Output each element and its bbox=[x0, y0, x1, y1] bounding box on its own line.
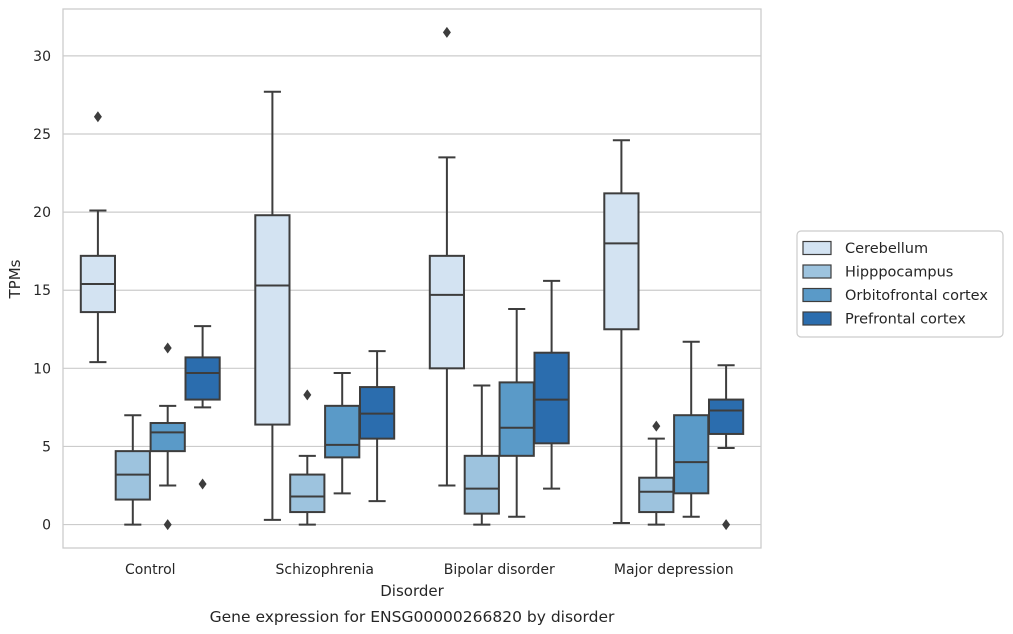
x-tick-label: Bipolar disorder bbox=[444, 562, 555, 578]
box-hipppocampus-1 bbox=[289, 389, 326, 526]
box-cerebellum-3 bbox=[603, 139, 640, 525]
box-body bbox=[324, 404, 361, 459]
box-hipppocampus-3 bbox=[638, 420, 675, 526]
box-cerebellum-0 bbox=[79, 111, 117, 364]
legend-label: Orbitofrontal cortex bbox=[845, 288, 988, 304]
legend-label: Cerebellum bbox=[845, 241, 928, 257]
x-tick-label: Schizophrenia bbox=[276, 562, 374, 578]
box-body bbox=[289, 473, 326, 514]
box-body bbox=[498, 381, 535, 457]
box-orbitofrontal-cortex-2 bbox=[498, 307, 535, 518]
legend-swatch bbox=[802, 311, 832, 326]
outlier-point bbox=[303, 389, 312, 401]
plot-area bbox=[63, 9, 761, 548]
boxes bbox=[79, 26, 745, 531]
box-prefrontal-cortex-1 bbox=[358, 350, 396, 503]
box-body bbox=[184, 356, 221, 401]
box-prefrontal-cortex-0 bbox=[184, 325, 221, 490]
y-tick-label: 30 bbox=[33, 49, 51, 65]
legend-swatch bbox=[802, 287, 832, 303]
outlier-point bbox=[198, 478, 207, 490]
outlier-point bbox=[722, 519, 731, 531]
x-tick-labels: Control Schizophrenia Bipolar disorder Majo… bbox=[125, 562, 734, 578]
y-tick-label: 0 bbox=[42, 518, 51, 534]
outlier-point bbox=[652, 420, 661, 432]
legend-swatch bbox=[802, 264, 832, 279]
legend-label: Hipppocampus bbox=[845, 265, 953, 281]
y-tick-label: 25 bbox=[33, 127, 51, 143]
box-prefrontal-cortex-2 bbox=[533, 279, 570, 490]
outlier-point bbox=[93, 111, 102, 123]
chart-caption: Gene expression for ENSG00000266820 by d… bbox=[210, 608, 615, 626]
y-axis-label: TPMs bbox=[6, 259, 24, 299]
outlier-point bbox=[442, 26, 451, 38]
box-body bbox=[707, 398, 745, 435]
y-tick-labels: 0 5 10 15 20 25 30 bbox=[33, 49, 51, 534]
legend-frame bbox=[796, 230, 1004, 338]
y-tick-label: 15 bbox=[33, 283, 51, 299]
y-tick-label: 20 bbox=[33, 205, 51, 221]
box-hipppocampus-2 bbox=[463, 384, 500, 526]
y-tick-label: 10 bbox=[33, 361, 51, 377]
x-tick-label: Major depression bbox=[614, 562, 734, 578]
y-tick-label: 5 bbox=[42, 439, 51, 455]
box-cerebellum-1 bbox=[254, 90, 291, 521]
box-body bbox=[673, 414, 710, 495]
legend-swatch bbox=[802, 240, 832, 256]
box-body bbox=[149, 422, 186, 453]
box-body bbox=[254, 214, 291, 426]
box-hipppocampus-0 bbox=[114, 414, 151, 526]
plot-frame bbox=[62, 8, 762, 549]
box-body bbox=[463, 454, 500, 515]
box-prefrontal-cortex-3 bbox=[707, 364, 745, 531]
box-body bbox=[428, 254, 466, 370]
outlier-point bbox=[163, 342, 172, 354]
box-body bbox=[603, 192, 640, 331]
box-cerebellum-2 bbox=[428, 26, 466, 487]
box-body bbox=[533, 351, 570, 445]
outlier-point bbox=[163, 519, 172, 531]
box-orbitofrontal-cortex-3 bbox=[673, 340, 710, 518]
legend-label: Prefrontal cortex bbox=[845, 312, 966, 328]
x-tick-label: Control bbox=[125, 562, 176, 578]
legend: Cerebellum Hipppocampus Orbitofrontal cort… bbox=[796, 230, 1004, 338]
x-axis-label: Disorder bbox=[380, 582, 444, 600]
box-body bbox=[638, 476, 675, 514]
box-orbitofrontal-cortex-0 bbox=[149, 342, 186, 531]
